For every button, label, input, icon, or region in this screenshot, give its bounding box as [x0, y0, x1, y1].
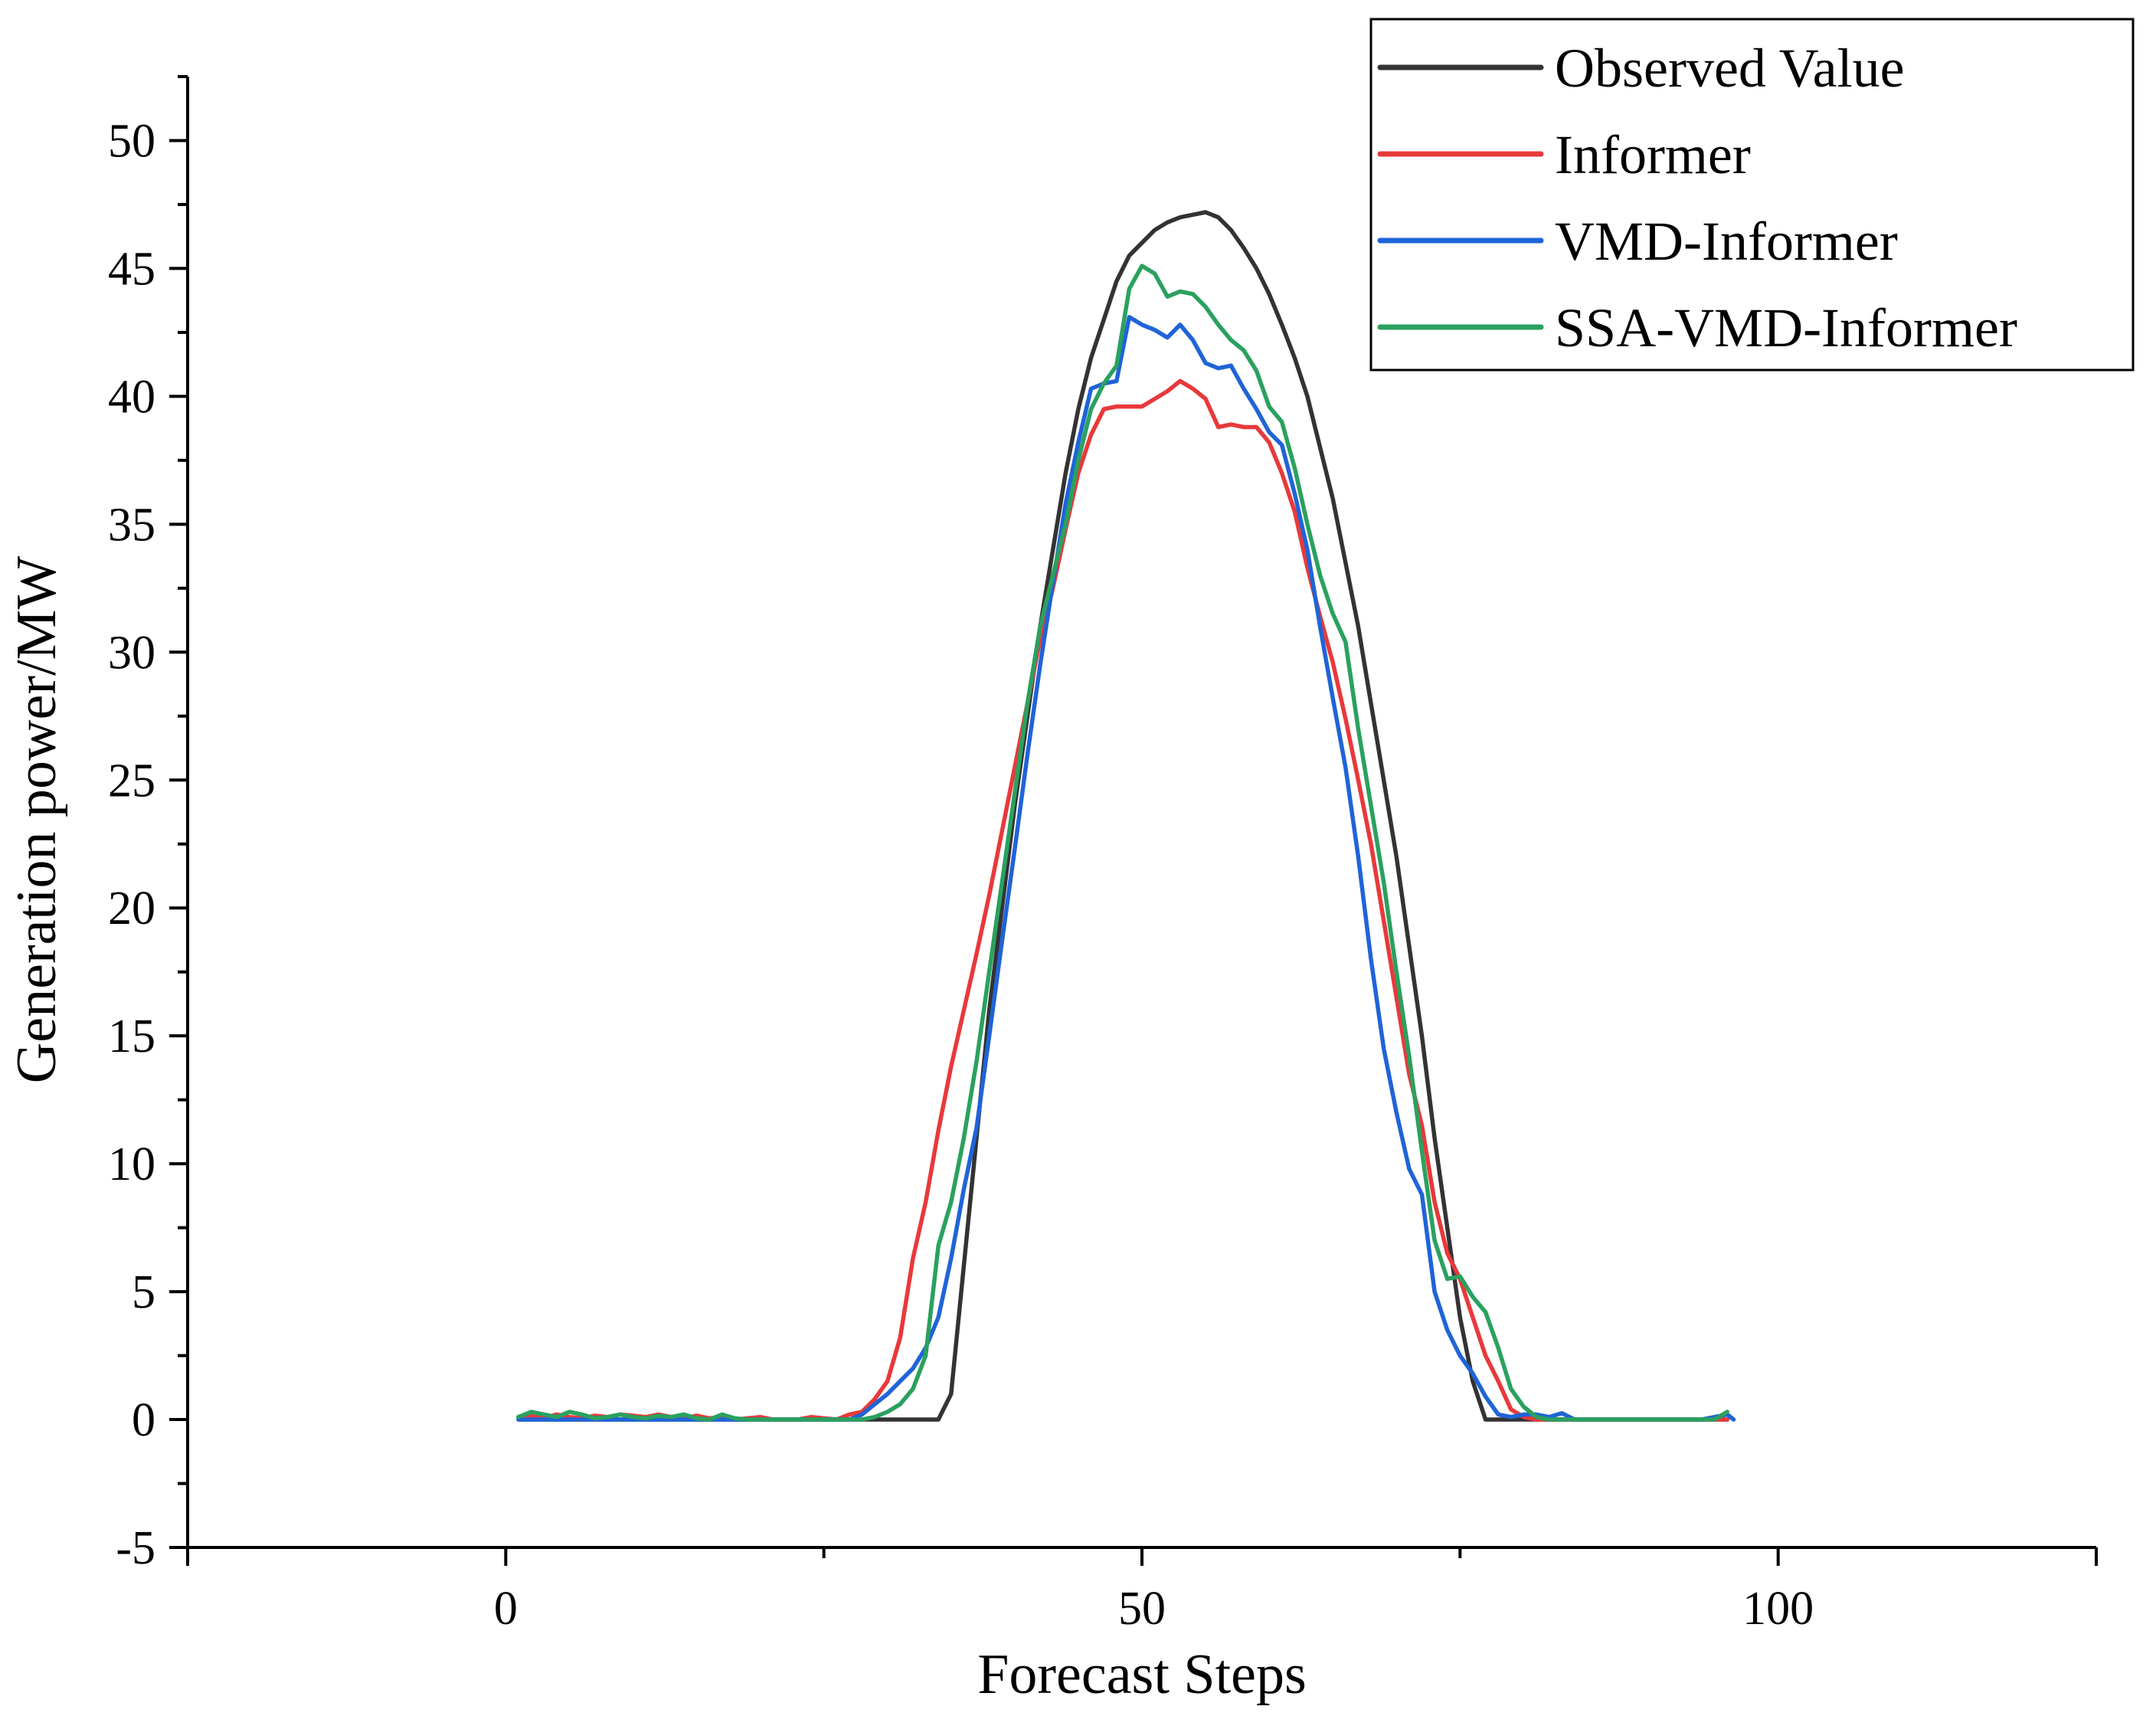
y-tick-label: 30	[108, 627, 155, 679]
legend-label-ssa-vmd-informer: SSA-VMD-Informer	[1555, 297, 2017, 359]
y-tick-label: 5	[132, 1266, 155, 1318]
legend: Observed Value Informer VMD-Informer SSA-VM…	[1369, 18, 2135, 372]
y-axis-title: Generation power/MW	[5, 556, 68, 1084]
x-tick-label: 100	[1742, 1583, 1814, 1635]
y-tick-label: 35	[108, 499, 155, 551]
y-tick-label: 25	[108, 755, 155, 807]
y-tick-label: 10	[108, 1138, 155, 1190]
y-tick-label: 15	[108, 1010, 155, 1063]
y-tick-label: 20	[108, 883, 155, 935]
axes: 0 50 100 -5 0 5 10 15 20 25 30 35 40 45 50	[108, 75, 2098, 1635]
legend-label-vmd-informer: VMD-Informer	[1555, 211, 1898, 272]
series-group	[516, 210, 1736, 1422]
series-line-vmd-informer	[516, 315, 1736, 1422]
series-line-observed-value	[516, 210, 1729, 1422]
y-tick-label: 50	[108, 115, 155, 167]
axis-titles: Forecast Steps Generation power/MW	[5, 556, 1307, 1706]
x-axis-title: Forecast Steps	[977, 1643, 1307, 1706]
y-tick-label: 45	[108, 243, 155, 295]
legend-label-informer: Informer	[1555, 124, 1751, 185]
series-line-ssa-vmd-informer	[516, 264, 1729, 1422]
x-tick-label: 0	[494, 1583, 518, 1635]
y-tick-label: -5	[116, 1522, 155, 1574]
legend-label-observed-value: Observed Value	[1555, 38, 1905, 99]
y-tick-label: 40	[108, 371, 155, 423]
legend-box	[1369, 18, 2135, 372]
y-tick-label: 0	[132, 1394, 155, 1446]
x-tick-label: 50	[1118, 1583, 1166, 1635]
series-line-informer	[516, 378, 1729, 1422]
